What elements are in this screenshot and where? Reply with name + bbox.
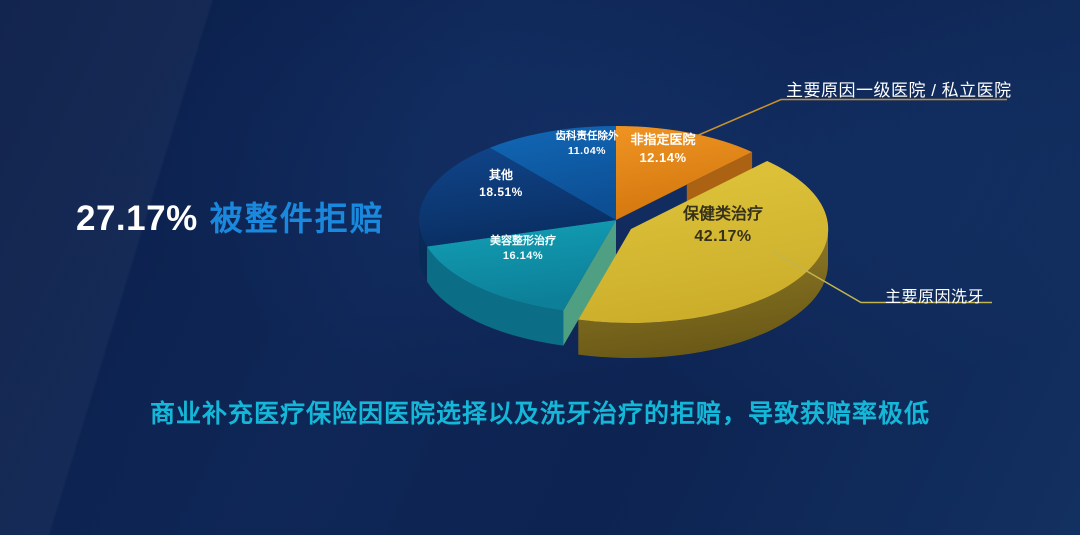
gap-green-face [563,220,616,346]
pie-slice-top-2 [427,220,616,311]
pie-slice-side-1 [578,229,829,359]
annotation-hospital-reason: 主要原因一级医院 / 私立医院 [786,81,1012,100]
leader-line-teeth-cleaning [771,250,992,304]
headline: 27.17% 被整件拒赔 [76,192,385,240]
pie-slice-side-2 [427,246,564,346]
pie-slice-side-3 [419,220,427,282]
pie-slice-top-1 [578,161,829,324]
pie-slice-top-3 [418,147,616,247]
headline-stat: 27.17% [76,199,198,238]
leader-line-hospital [686,98,1007,141]
headline-text: 被整件拒赔 [209,200,385,237]
pie-slice-top-4 [490,125,616,220]
annotation-teeth-cleaning-reason: 主要原因洗牙 [885,289,985,306]
pie-slice-top-0 [616,125,753,220]
caption: 商业补充医疗保险因医院选择以及洗牙治疗的拒赔，导致获赔率极低 [149,400,930,428]
